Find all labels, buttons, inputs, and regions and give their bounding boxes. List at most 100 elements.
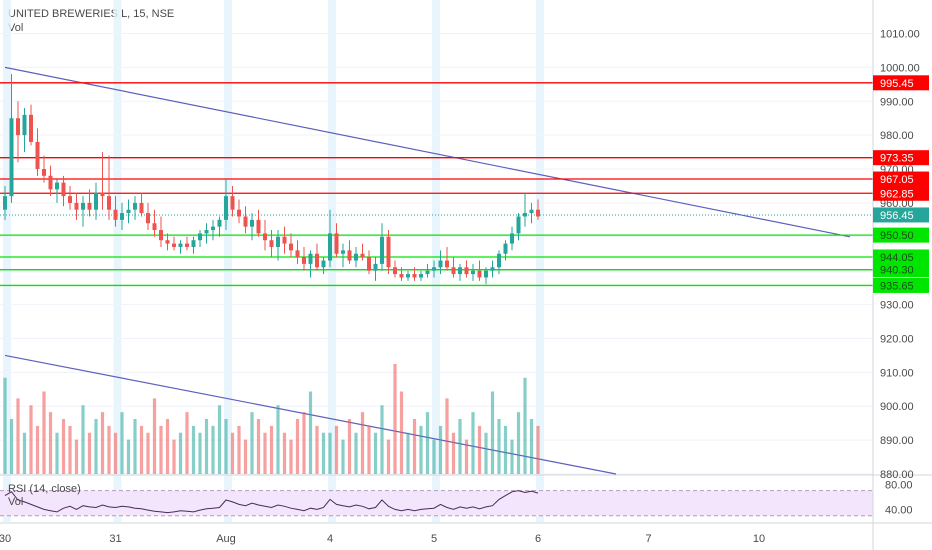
volume-legend-label: Vol [8,22,24,34]
candle-body [250,219,254,227]
volume-bar [146,432,150,474]
candle-body [295,250,300,258]
candle-body [126,209,131,214]
price-line-badge [873,277,929,293]
price-tick-label: 1000.00 [880,62,920,74]
candle-body [107,196,111,210]
volume-bar [113,432,118,474]
volume-bar [536,425,540,474]
volume-bar [412,419,417,474]
rsi-volume-label: Vol [8,496,23,508]
chart-symbol-title: UNITED BREWERIES L, 15, NSE [8,8,175,20]
volume-bar [139,425,144,474]
volume-bar [523,377,527,474]
candle-body [113,209,118,220]
candle-body [302,257,306,264]
price-grid [0,33,873,475]
candle-body [263,233,267,241]
candle-body [48,175,53,190]
volume-bar [152,398,157,474]
candle-body [536,209,540,217]
price-tick-label: 880.00 [880,469,914,481]
session-band [3,0,11,522]
price-line-label-944.05: 944.05 [880,252,914,264]
volume-bar [185,412,189,474]
time-tick-label: 6 [535,533,541,545]
candle-body [471,270,475,275]
candle-body [22,114,27,136]
volume-bar [380,405,384,474]
volume-bar [529,419,534,474]
price-line-label-940.30: 940.30 [880,265,914,277]
volume-bar [516,412,521,474]
candle-body [276,236,280,247]
candle-body [464,267,469,275]
session-bands [3,0,544,522]
candle-body [74,202,79,210]
candle-body [347,250,352,261]
volume-bar [477,425,482,474]
time-tick-label: 7 [645,533,651,545]
volume-bar [68,425,72,474]
volume-bar [120,412,124,474]
candle-body [380,236,384,264]
volume-bar [126,439,131,474]
candle-body [198,233,202,241]
volume-bar [451,432,456,474]
candle-body [451,267,456,275]
candle-body [159,230,163,241]
volume-bar [386,439,391,474]
candle-body [321,260,326,268]
volume-bar [295,419,300,474]
candle-body [373,263,378,271]
volume-bar [438,425,443,474]
volume-bar [198,432,202,474]
volume-bar [61,419,66,474]
volume-bar [367,425,371,474]
volume-bar [243,439,248,474]
candle-body [256,219,261,234]
candle-body [497,253,501,268]
volume-bar [263,432,267,474]
price-line-badge [873,171,929,187]
time-tick-label: 31 [109,533,121,545]
volume-bar [445,398,449,474]
candle-body [178,243,183,247]
price-line-badge [873,262,929,278]
rsi-tick-label: 80.00 [885,479,913,491]
volume-bar [29,405,33,474]
volume-bar [393,364,397,474]
candle-body [458,267,462,275]
volume-bar [55,432,59,474]
candle-body [146,213,150,224]
price-line-label-967.05: 967.05 [880,174,914,186]
volume-bar [510,439,514,474]
volume-bar [503,425,508,474]
price-line-badge [873,185,929,201]
candle-body [55,182,59,190]
volume-bar [269,425,274,474]
time-tick-label: 5 [431,533,437,545]
price-line-badge [873,75,929,91]
candle-body [35,141,40,170]
volume-bar [419,425,423,474]
candle-body [328,233,332,261]
volume-bar [497,419,501,474]
volume-bar [334,425,339,474]
time-tick-label: 10 [753,533,765,545]
candle-body [510,233,514,244]
candle-body [211,226,215,231]
volume-bar [237,425,241,474]
volume-bar [217,405,222,474]
volume-bar [347,419,352,474]
candle-body [386,236,391,268]
price-tick-label: 900.00 [880,401,914,413]
session-band [328,0,336,522]
price-tick-label: 1010.00 [880,29,920,41]
volume-bar [425,412,430,474]
volume-bar [230,432,235,474]
price-tick-label: 990.00 [880,96,914,108]
candle-body [516,216,521,234]
candle-body [315,253,319,268]
